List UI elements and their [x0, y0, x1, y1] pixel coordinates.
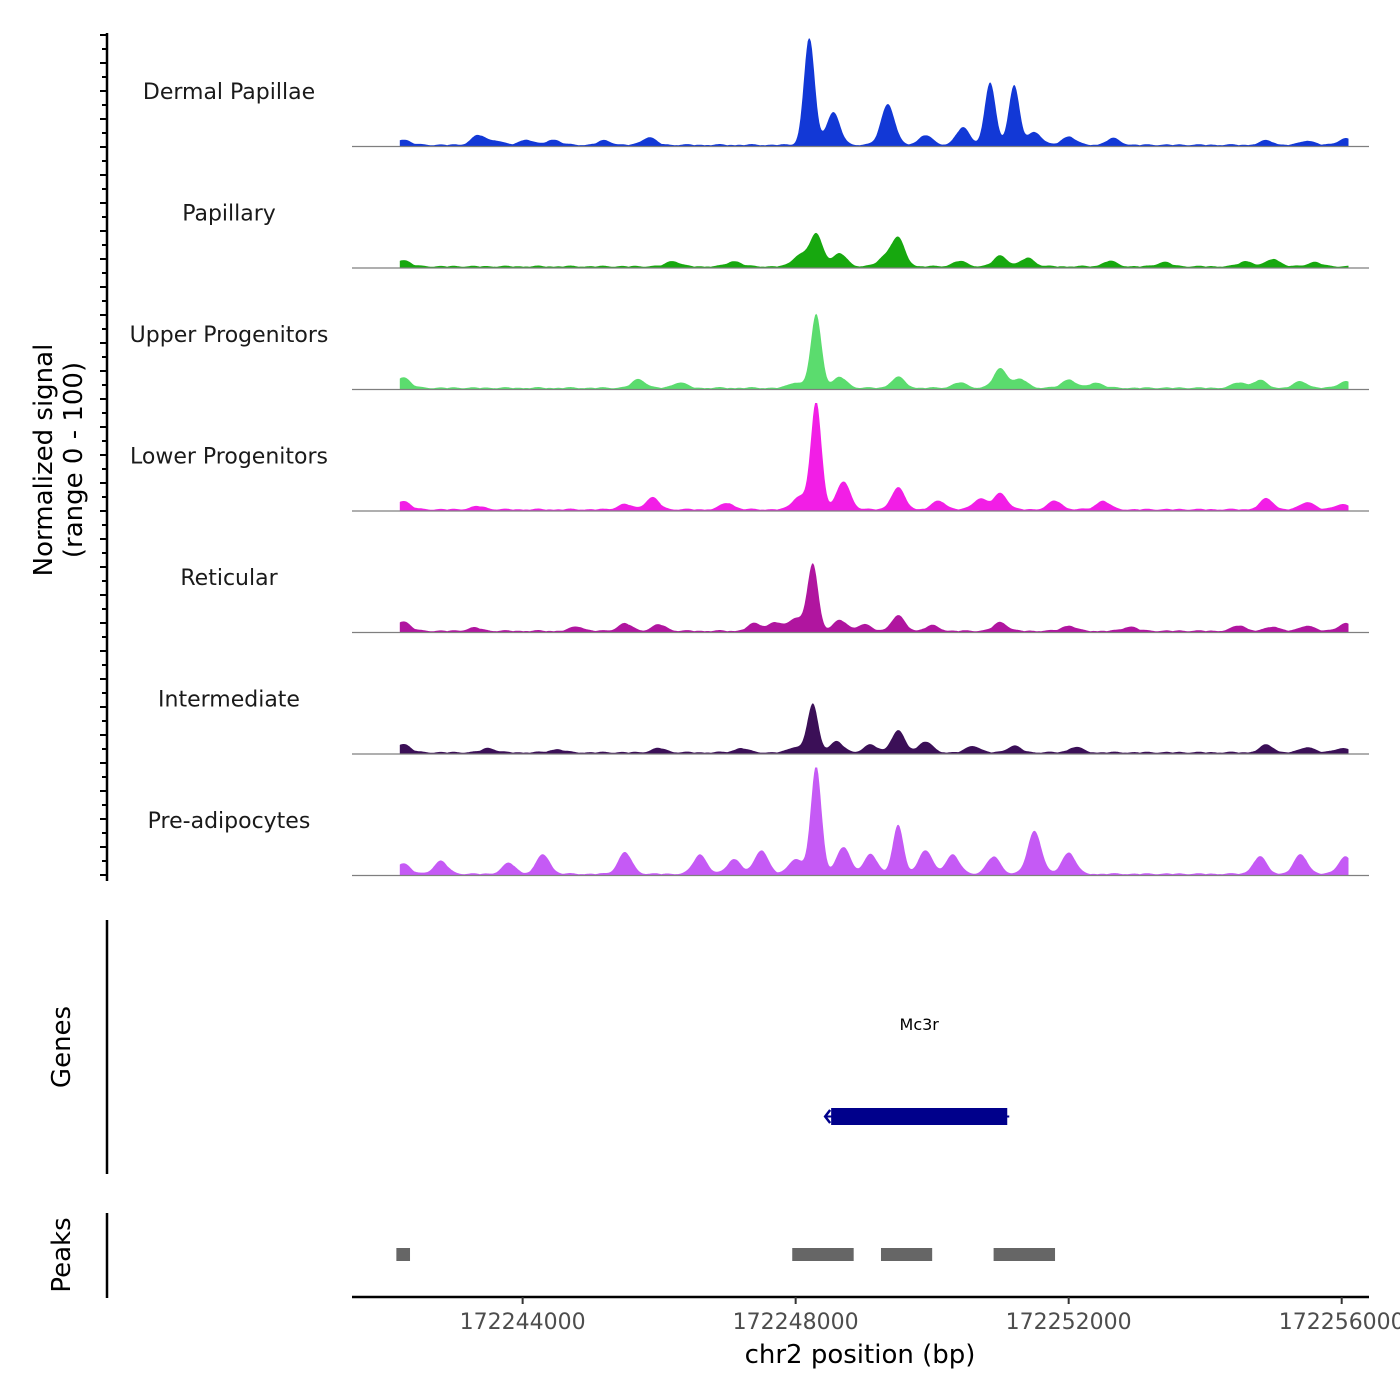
signal-area	[399, 232, 1349, 268]
genes-panel-label: Genes	[47, 1006, 77, 1088]
signal-area	[399, 563, 1349, 633]
gene-name: Mc3r	[900, 1015, 940, 1034]
signal-area	[399, 767, 1349, 876]
x-axis-title: chr2 position (bp)	[745, 1340, 976, 1370]
track-label: Reticular	[180, 566, 278, 591]
peaks-panel-label: Peaks	[47, 1217, 77, 1292]
gene-annotations: Mc3r	[823, 1015, 1010, 1125]
signal-area	[399, 38, 1349, 147]
track-lower-progenitors: Lower Progenitors	[130, 403, 1369, 512]
track-label: Papillary	[182, 202, 276, 227]
track-intermediate: Intermediate	[158, 688, 1369, 755]
strand-arrow-icon	[823, 1109, 832, 1124]
signal-area	[399, 313, 1349, 390]
x-axis-ticks: 172244000 172248000 172252000 172256000	[460, 1297, 1400, 1335]
track-label: Pre-adipocytes	[148, 809, 311, 834]
y-axis-title-line2: (range 0 - 100)	[59, 362, 89, 558]
peak-region	[792, 1248, 854, 1261]
signal-y-ticks	[100, 34, 107, 876]
peak-region	[993, 1248, 1056, 1261]
track-upper-progenitors: Upper Progenitors	[130, 313, 1369, 391]
gene-mc3r: Mc3r	[823, 1015, 1010, 1125]
signal-area	[399, 403, 1349, 511]
track-label: Dermal Papillae	[143, 80, 315, 105]
peak-region	[396, 1248, 411, 1261]
x-tick-label: 172244000	[460, 1310, 586, 1335]
track-pre-adipocytes: Pre-adipocytes	[148, 767, 1369, 877]
x-tick-label: 172256000	[1279, 1310, 1400, 1335]
x-tick-label: 172248000	[733, 1310, 859, 1335]
x-tick-label: 172252000	[1006, 1310, 1132, 1335]
track-papillary: Papillary	[182, 202, 1369, 269]
peak-regions	[396, 1248, 1056, 1261]
track-label: Intermediate	[158, 688, 300, 713]
track-label: Lower Progenitors	[130, 445, 328, 470]
y-axis-title-line1: Normalized signal	[29, 344, 59, 577]
track-label: Upper Progenitors	[130, 323, 329, 348]
track-dermal-papillae: Dermal Papillae	[143, 38, 1369, 148]
track-reticular: Reticular	[180, 563, 1369, 634]
signal-tracks: Dermal Papillae Papillary Upper Progenitor…	[130, 38, 1369, 877]
peak-region	[880, 1248, 933, 1261]
signal-area	[399, 703, 1349, 754]
